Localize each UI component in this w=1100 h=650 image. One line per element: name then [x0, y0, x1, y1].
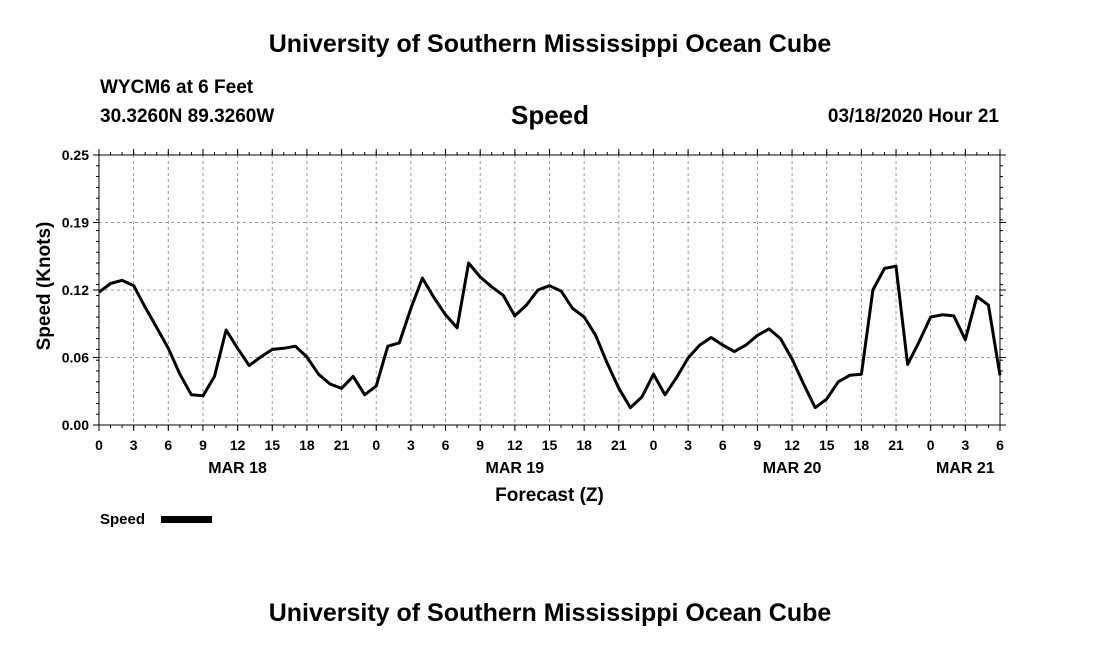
date-label: MAR 20 — [763, 460, 822, 477]
x-tick-label: 0 — [650, 437, 658, 453]
x-tick-label: 0 — [372, 437, 380, 453]
x-axis-title: Forecast (Z) — [495, 485, 604, 506]
y-tick-label: 0.12 — [62, 282, 89, 298]
x-tick-label: 3 — [684, 437, 692, 453]
y-axis-title: Speed (Knots) — [34, 222, 55, 351]
date-label: MAR 19 — [486, 460, 545, 477]
grid-layer — [99, 155, 1000, 425]
x-tick-label: 15 — [264, 437, 280, 453]
tick-layer: 0.00 0.06 0.12 0.19 0.25 0 3 6 9 12 15 18 21 0 3 6 9 12 15… — [62, 147, 1006, 477]
x-tick-label: 15 — [542, 437, 558, 453]
legend: Speed — [100, 511, 212, 528]
forecast-run-time: 03/18/2020 Hour 21 — [827, 106, 999, 127]
x-tick-label: 18 — [854, 437, 870, 453]
x-tick-label: 12 — [230, 437, 246, 453]
y-tick-label: 0.25 — [62, 147, 89, 163]
y-tick-label: 0.00 — [62, 417, 89, 433]
x-tick-label: 18 — [299, 437, 315, 453]
series-layer — [98, 261, 1002, 410]
x-tick-label: 9 — [476, 437, 484, 453]
x-tick-label: 6 — [996, 437, 1004, 453]
x-tick-label: 15 — [819, 437, 835, 453]
legend-label: Speed — [100, 511, 145, 528]
x-tick-label: 21 — [888, 437, 904, 453]
x-tick-label: 18 — [576, 437, 592, 453]
x-tick-label: 6 — [164, 437, 172, 453]
chart-title: Speed — [510, 100, 590, 130]
x-tick-label: 3 — [130, 437, 138, 453]
station-name: WYCM6 at 6 Feet — [100, 77, 254, 98]
date-label: MAR 21 — [936, 460, 995, 477]
x-tick-label: 0 — [95, 437, 103, 453]
legend-swatch — [161, 516, 212, 523]
x-tick-label: 6 — [719, 437, 727, 453]
x-tick-label: 9 — [754, 437, 762, 453]
x-tick-label: 6 — [442, 437, 450, 453]
speed-series-line — [98, 261, 1002, 410]
footer-title: University of Southern Mississippi Ocean… — [268, 599, 832, 627]
x-tick-label: 3 — [407, 437, 415, 453]
x-tick-label: 12 — [507, 437, 523, 453]
x-tick-label: 21 — [611, 437, 627, 453]
x-tick-label: 0 — [927, 437, 935, 453]
x-tick-label: 21 — [334, 437, 350, 453]
x-tick-label: 12 — [784, 437, 800, 453]
date-label: MAR 18 — [208, 460, 267, 477]
y-tick-label: 0.19 — [62, 215, 89, 231]
page-title: University of Southern Mississippi Ocean… — [268, 30, 832, 58]
y-tick-label: 0.06 — [62, 350, 89, 366]
x-tick-label: 9 — [199, 437, 207, 453]
x-tick-label: 3 — [961, 437, 969, 453]
station-coordinates: 30.3260N 89.3260W — [100, 106, 275, 127]
